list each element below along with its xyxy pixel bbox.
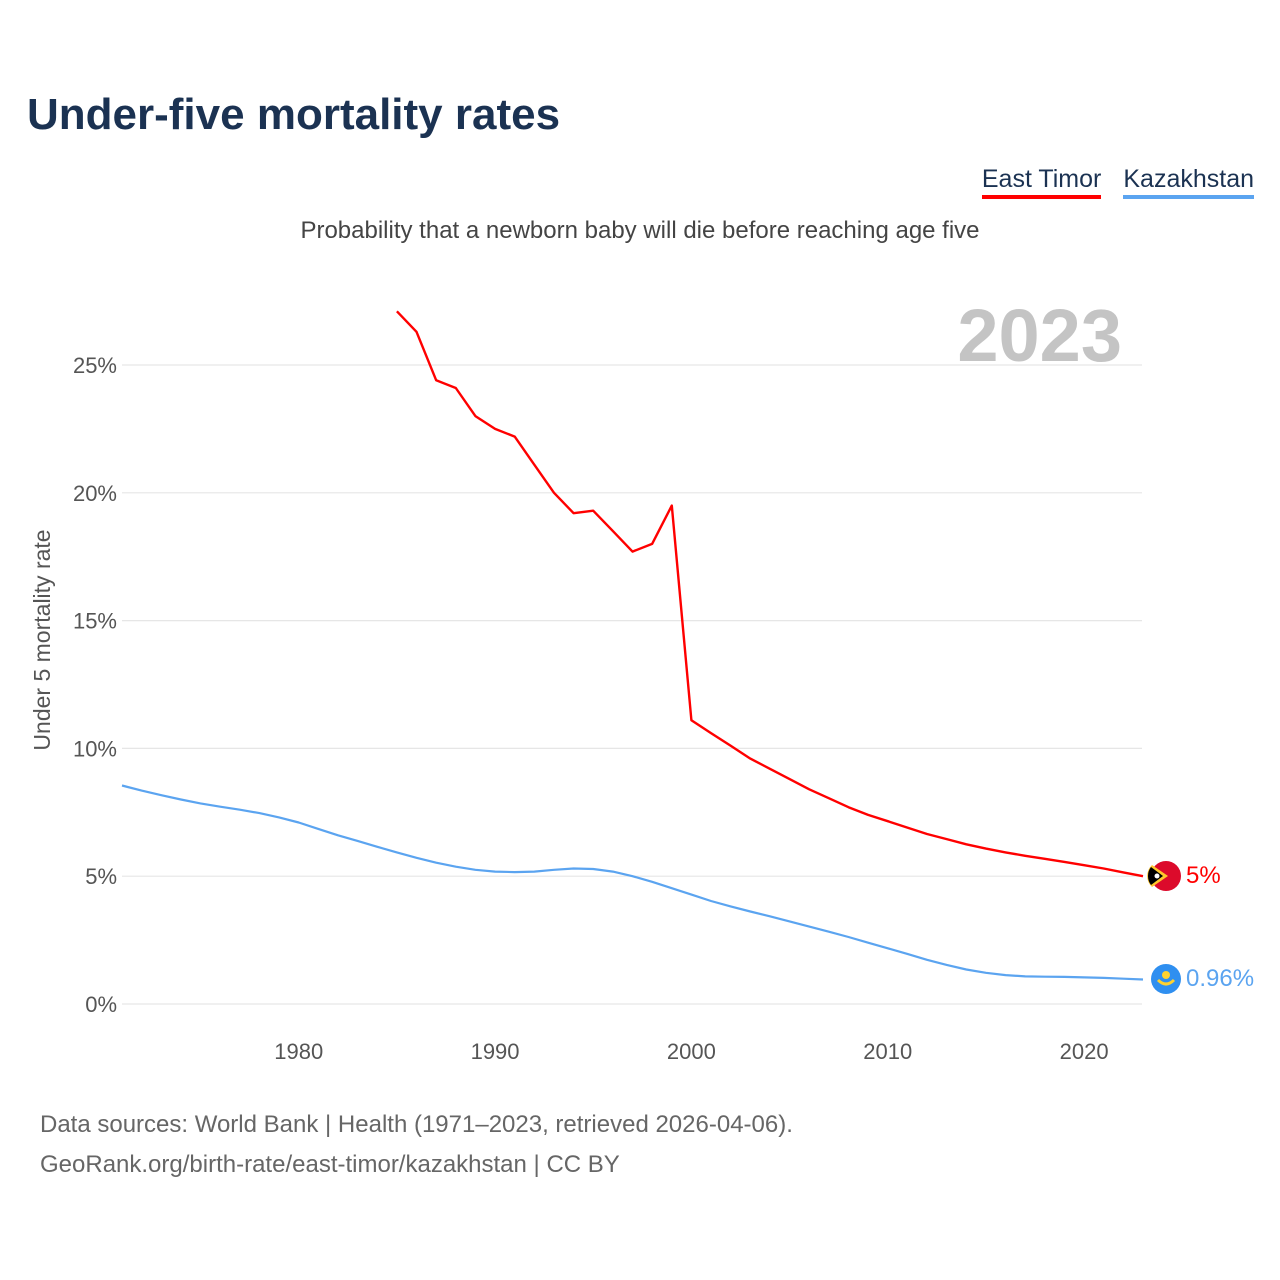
x-tick-label: 1990: [471, 1039, 520, 1064]
y-tick-label: 15%: [73, 609, 117, 634]
year-watermark: 2023: [957, 294, 1122, 377]
x-tick-label: 1980: [274, 1039, 323, 1064]
footer: Data sources: World Bank | Health (1971–…: [40, 1105, 793, 1185]
x-tick-label: 2020: [1060, 1039, 1109, 1064]
source-link[interactable]: GeoRank.org/birth-rate/east-timor/kazakh…: [40, 1151, 620, 1178]
data-source: Data sources: World Bank | Health (1971–…: [40, 1111, 793, 1138]
y-tick-label: 0%: [85, 992, 117, 1017]
y-tick-label: 10%: [73, 736, 117, 761]
y-tick-label: 5%: [85, 864, 117, 889]
page-title: Under-five mortality rates: [27, 90, 561, 139]
legend-kazakhstan[interactable]: Kazakhstan: [1123, 165, 1254, 199]
series-line-kazakhstan: [121, 784, 1144, 981]
subtitle: Probability that a newborn baby will die…: [300, 217, 980, 244]
kazakhstan-flag-icon: [1151, 964, 1181, 994]
east-timor-flag-icon: [1147, 861, 1181, 891]
x-tick-label: 2010: [863, 1039, 912, 1064]
kazakhstan-end-label: 0.96%: [1186, 965, 1254, 992]
east-timor-end-label: 5%: [1186, 862, 1221, 889]
y-axis-label: Under 5 mortality rate: [29, 529, 55, 750]
x-tick-label: 2000: [667, 1039, 716, 1064]
y-tick-label: 20%: [73, 481, 117, 506]
legend: East Timor Kazakhstan: [981, 165, 1254, 199]
y-tick-label: 25%: [73, 353, 117, 378]
legend-east-timor[interactable]: East Timor: [981, 165, 1102, 199]
series-line-east-timor: [396, 310, 1144, 878]
